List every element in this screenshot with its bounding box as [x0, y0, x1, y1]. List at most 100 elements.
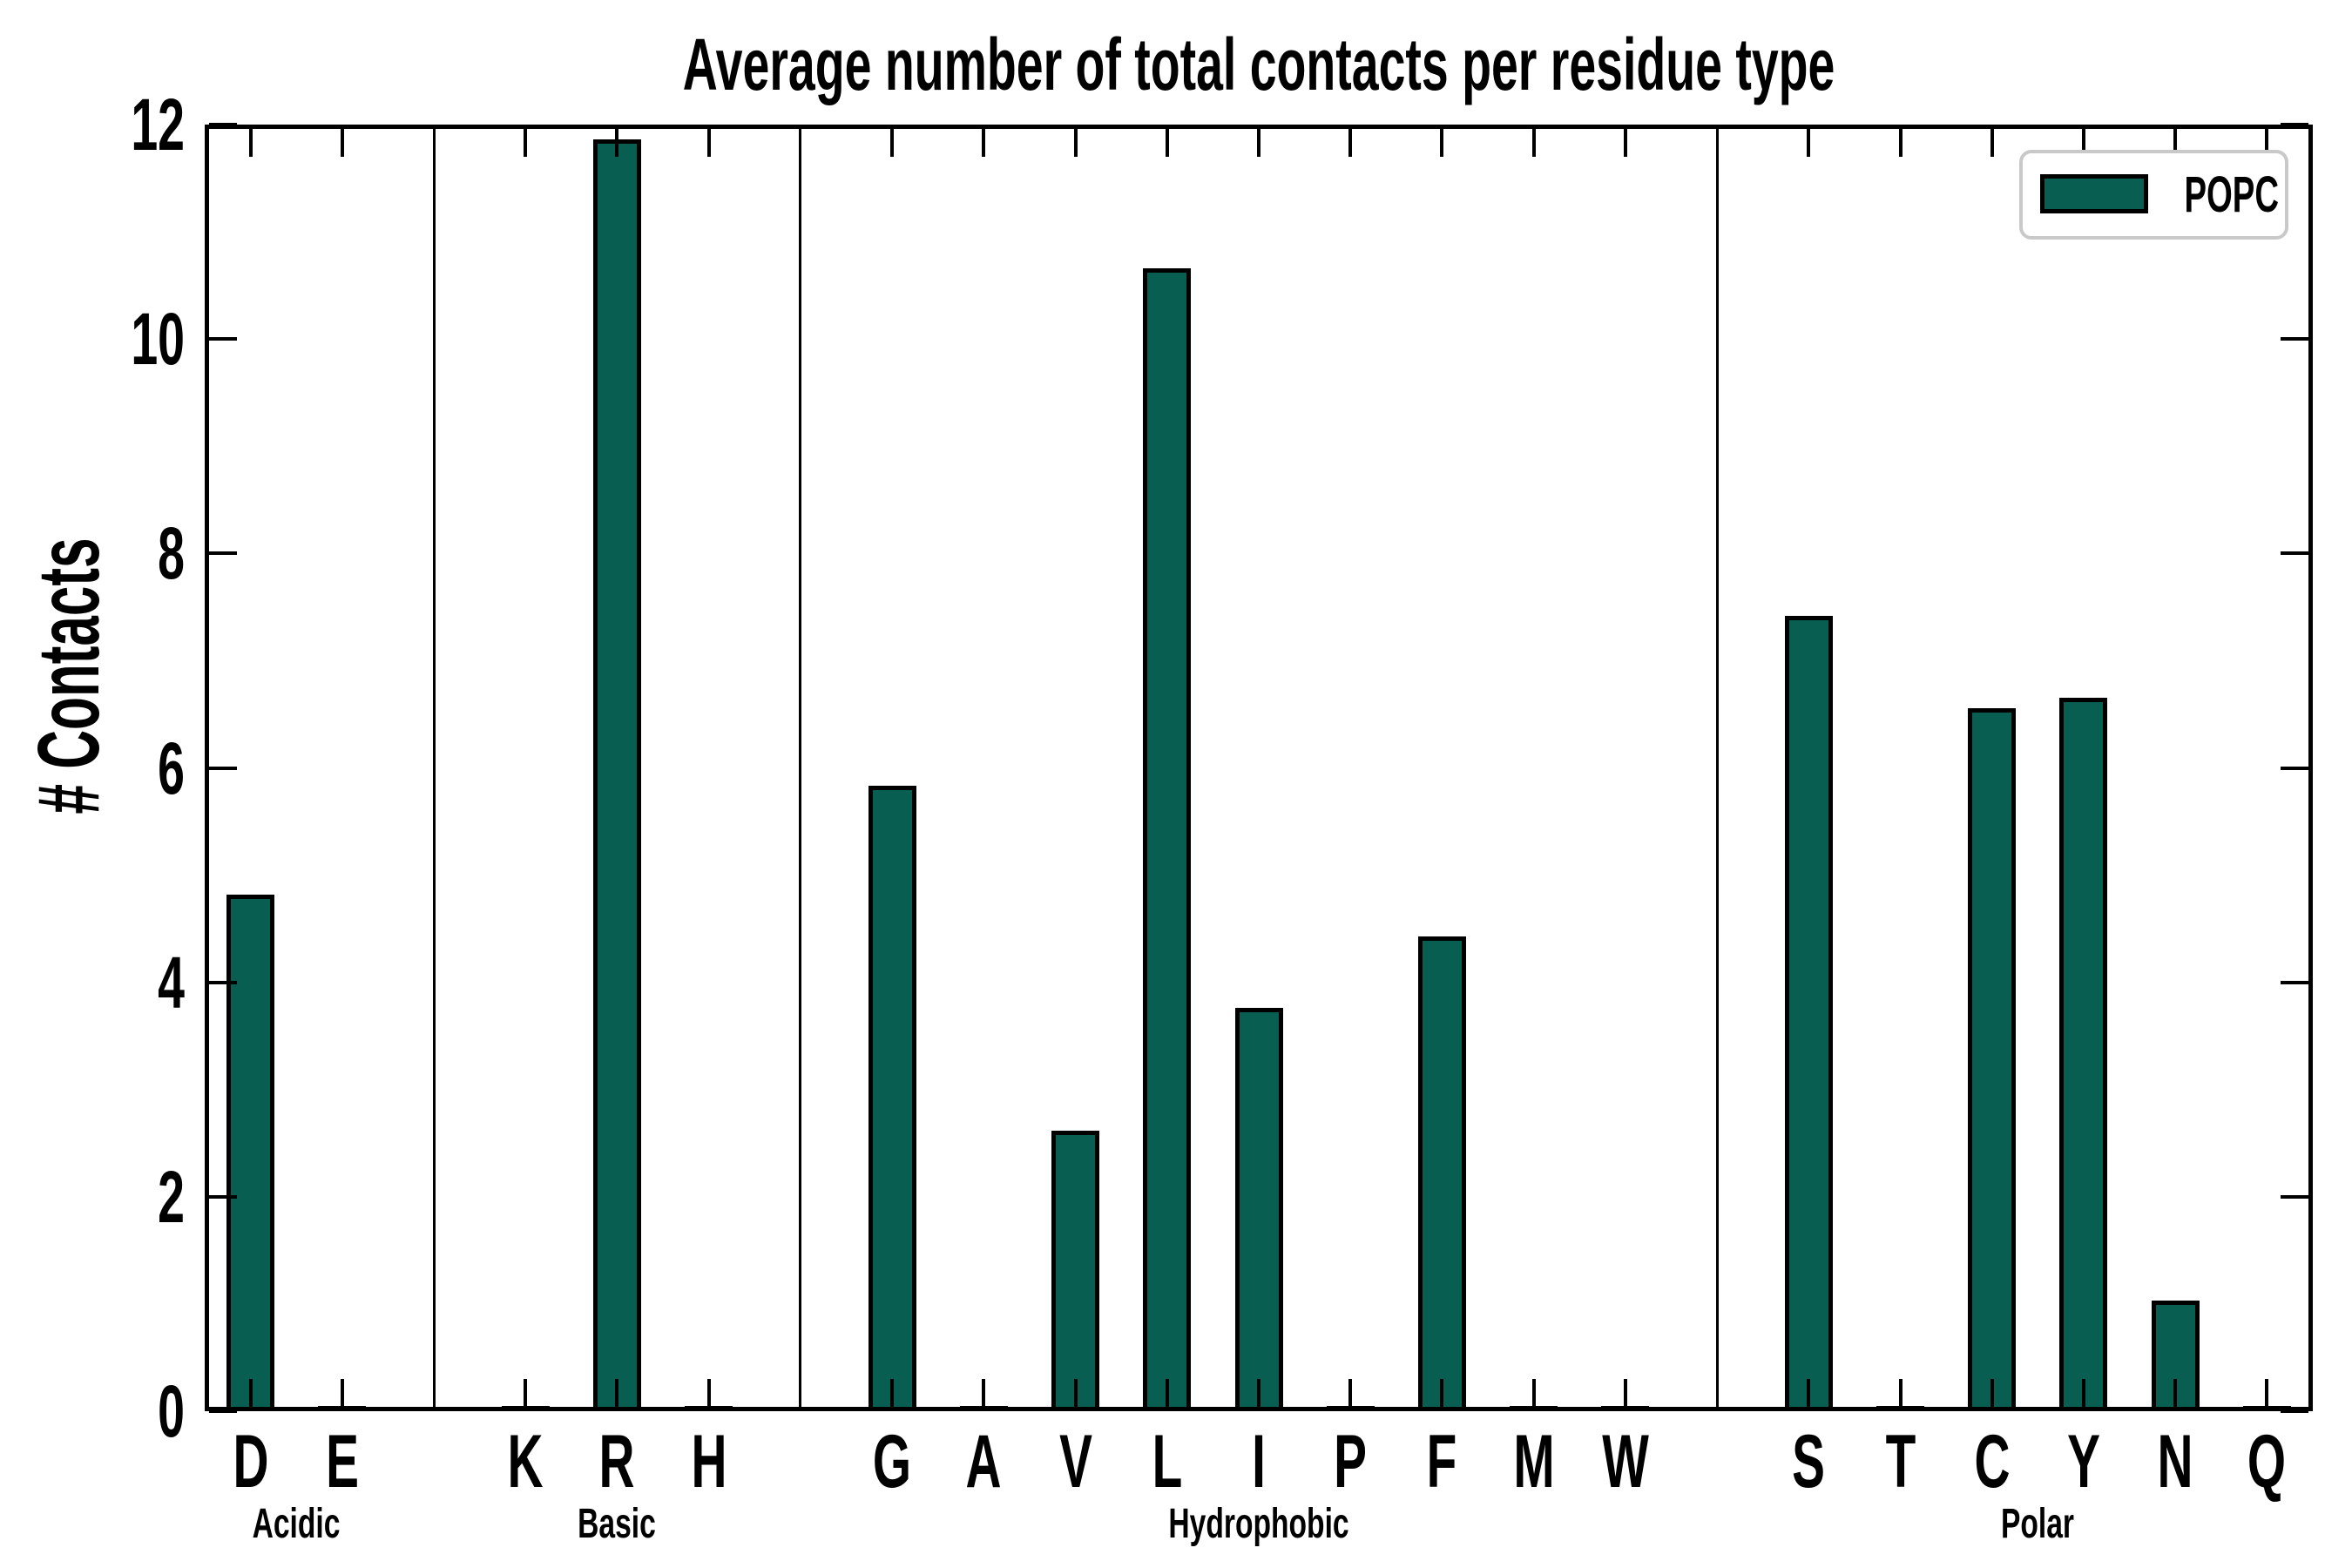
x-tick-label-I: I	[1252, 1420, 1266, 1504]
x-tick-top-S	[1807, 129, 1811, 157]
y-tick-label-4: 4	[158, 941, 185, 1024]
y-tick-right-12	[2281, 123, 2308, 126]
x-tick-bottom-Y	[2081, 1379, 2085, 1407]
x-tick-label-H: H	[691, 1420, 727, 1504]
x-tick-bottom-F	[1440, 1379, 1444, 1407]
bar-K	[501, 1406, 550, 1411]
x-tick-top-L	[1165, 129, 1169, 157]
bar-R	[592, 139, 641, 1411]
x-tick-top-G	[890, 129, 895, 157]
y-tick-left-12	[209, 123, 237, 126]
y-tick-label-8: 8	[158, 512, 185, 595]
chart-title-text: Average number of total contacts per res…	[682, 24, 1835, 105]
y-tick-left-6	[209, 766, 237, 770]
x-tick-top-H	[706, 129, 711, 157]
x-tick-label-A: A	[965, 1420, 1002, 1504]
x-tick-top-F	[1440, 129, 1444, 157]
x-tick-top-I	[1257, 129, 1260, 157]
bar-V	[1051, 1130, 1100, 1411]
bar-N	[2151, 1301, 2200, 1411]
bar-T	[1876, 1406, 1925, 1411]
group-label-Acidic: Acidic	[252, 1501, 341, 1547]
y-tick-right-2	[2281, 1194, 2308, 1199]
x-tick-bottom-M	[1531, 1379, 1536, 1407]
group-label-Polar: Polar	[2001, 1501, 2075, 1547]
x-tick-bottom-P	[1348, 1379, 1353, 1407]
x-tick-top-E	[340, 129, 344, 157]
x-tick-label-Q: Q	[2247, 1420, 2287, 1504]
y-tick-right-10	[2281, 337, 2308, 341]
x-tick-top-A	[982, 129, 986, 157]
legend: POPC	[2019, 150, 2288, 240]
group-label-Hydrophobic: Hydrophobic	[1168, 1501, 1349, 1547]
x-tick-label-R: R	[598, 1420, 635, 1504]
bar-L	[1143, 267, 1192, 1411]
group-label-Basic: Basic	[578, 1501, 657, 1547]
bar-E	[318, 1406, 367, 1411]
x-tick-label-D: D	[233, 1420, 269, 1504]
x-tick-top-P	[1348, 129, 1353, 157]
bar-Q	[2242, 1406, 2291, 1411]
x-tick-top-D	[248, 129, 253, 157]
group-divider	[1715, 125, 1719, 1411]
x-tick-label-Y: Y	[2067, 1420, 2100, 1504]
x-tick-bottom-V	[1073, 1379, 1078, 1407]
legend-swatch	[2040, 174, 2148, 213]
x-tick-bottom-D	[248, 1379, 253, 1407]
x-tick-top-R	[615, 129, 619, 157]
y-tick-label-0: 0	[158, 1370, 185, 1452]
x-tick-label-V: V	[1058, 1420, 1092, 1504]
y-tick-right-8	[2281, 551, 2308, 556]
y-tick-left-4	[209, 980, 237, 984]
x-tick-top-N	[2173, 129, 2178, 157]
x-tick-bottom-T	[1898, 1379, 1903, 1407]
x-tick-bottom-A	[982, 1379, 986, 1407]
y-tick-label-2: 2	[158, 1155, 185, 1238]
x-tick-label-E: E	[325, 1420, 359, 1504]
x-tick-bottom-S	[1807, 1379, 1811, 1407]
y-tick-left-8	[209, 551, 237, 556]
y-tick-label-10: 10	[131, 298, 185, 381]
x-tick-top-K	[524, 129, 528, 157]
x-tick-top-C	[1990, 129, 1994, 157]
y-tick-right-0	[2281, 1409, 2308, 1413]
x-tick-bottom-K	[524, 1379, 528, 1407]
chart-title: Average number of total contacts per res…	[205, 24, 2313, 105]
x-tick-top-Y	[2081, 129, 2085, 157]
x-tick-bottom-Q	[2265, 1379, 2269, 1407]
bar-C	[1968, 707, 2017, 1411]
y-tick-left-2	[209, 1194, 237, 1199]
bar-Y	[2059, 698, 2108, 1411]
y-tick-left-10	[209, 337, 237, 341]
x-tick-bottom-R	[615, 1379, 619, 1407]
bar-P	[1326, 1406, 1375, 1411]
x-tick-label-G: G	[873, 1420, 912, 1504]
legend-label: POPC	[2184, 166, 2279, 223]
bar-H	[685, 1406, 733, 1411]
bar-F	[1417, 936, 1466, 1411]
x-tick-bottom-W	[1623, 1379, 1627, 1407]
x-tick-bottom-G	[890, 1379, 895, 1407]
x-tick-label-M: M	[1512, 1420, 1555, 1504]
x-tick-label-T: T	[1885, 1420, 1916, 1504]
x-tick-top-M	[1531, 129, 1536, 157]
x-tick-bottom-L	[1165, 1379, 1169, 1407]
x-tick-label-W: W	[1602, 1420, 1649, 1504]
x-tick-label-L: L	[1152, 1420, 1183, 1504]
x-tick-top-T	[1898, 129, 1903, 157]
group-divider	[799, 125, 802, 1411]
bar-W	[1601, 1406, 1650, 1411]
y-tick-label-6: 6	[158, 727, 185, 809]
x-tick-top-Q	[2265, 129, 2269, 157]
group-divider	[432, 125, 436, 1411]
bar-A	[959, 1406, 1008, 1411]
bar-S	[1784, 615, 1833, 1411]
x-tick-bottom-H	[706, 1379, 711, 1407]
y-tick-left-0	[209, 1409, 237, 1413]
x-tick-label-F: F	[1427, 1420, 1457, 1504]
x-tick-label-N: N	[2157, 1420, 2193, 1504]
x-tick-label-C: C	[1974, 1420, 2011, 1504]
bar-D	[226, 894, 275, 1411]
y-tick-label-12: 12	[131, 84, 185, 166]
bar-M	[1510, 1406, 1558, 1411]
